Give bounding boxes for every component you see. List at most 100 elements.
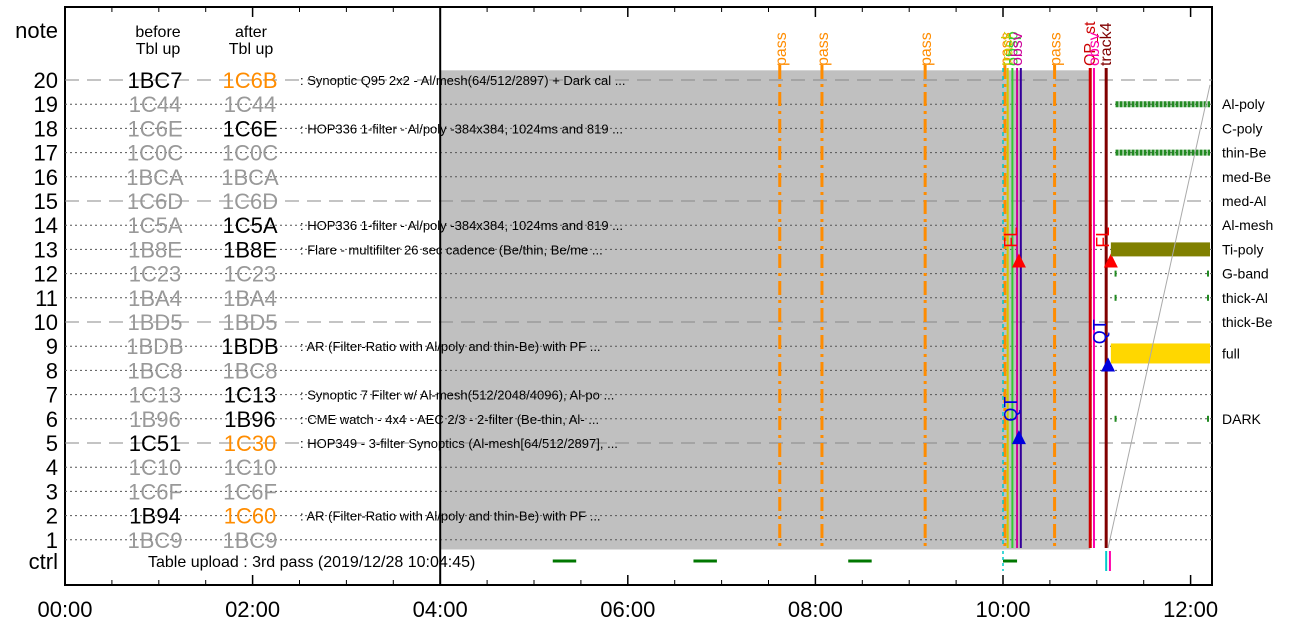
table-description: : HOP336 1-filter - Al/poly -384x384, 10… xyxy=(300,121,623,136)
before-table-id: 1BDB xyxy=(126,334,183,359)
table-description: : Synoptic 7 Filter w/ Al-mesh(512/2048/… xyxy=(300,388,614,403)
y-tick-label: 20 xyxy=(34,68,58,93)
before-table-id: 1B8E xyxy=(128,237,182,262)
before-table-id: 1BCA xyxy=(126,165,184,190)
after-table-id: 1C30 xyxy=(224,431,277,456)
y-axis-bottom-label: ctrl xyxy=(29,549,58,574)
y-axis-top-label: note xyxy=(15,18,58,43)
x-tick-label: 08:00 xyxy=(788,597,843,622)
after-table-id: 1C44 xyxy=(224,92,277,117)
after-table-id: 1BDB xyxy=(221,334,278,359)
x-tick-label: 00:00 xyxy=(37,597,92,622)
before-table-id: 1C10 xyxy=(129,455,182,480)
filter-label: thick-Al xyxy=(1222,290,1268,306)
y-tick-label: 13 xyxy=(34,237,58,262)
table-description: : AR (Filter-Ratio with Al/poly and thin… xyxy=(300,509,601,524)
filter-label: thick-Be xyxy=(1222,314,1273,330)
event-label: QT xyxy=(1001,397,1021,422)
after-table-id: 1C5A xyxy=(222,213,277,238)
y-tick-label: 3 xyxy=(46,479,58,504)
after-table-id: 1B96 xyxy=(224,407,275,432)
ctrl-note: Table upload : 3rd pass (2019/12/28 10:0… xyxy=(148,554,475,571)
before-table-id: 1C5A xyxy=(127,213,182,238)
y-tick-label: 6 xyxy=(46,407,58,432)
filter-bar xyxy=(1110,242,1210,257)
y-tick-label: 5 xyxy=(46,431,58,456)
active-program-block xyxy=(440,70,1091,550)
filter-label: G-band xyxy=(1222,266,1269,282)
after-column-header: after xyxy=(235,24,268,41)
table-description: : CME watch - 4x4 - AEC 2/3 - 2-filter (… xyxy=(300,412,599,427)
y-tick-label: 8 xyxy=(46,358,58,383)
before-table-id: 1C44 xyxy=(129,92,182,117)
after-table-id: 1C10 xyxy=(224,455,277,480)
table-description: : Synoptic Q95 2x2 - Al/mesh(64/512/2897… xyxy=(300,73,626,88)
event-label: QT xyxy=(1090,319,1110,344)
before-table-id: 1C23 xyxy=(129,262,182,287)
marker-label: obsp xyxy=(1004,31,1021,66)
table-description: : AR (Filter-Ratio with Al/poly and thin… xyxy=(300,339,601,354)
filter-label: Al-mesh xyxy=(1222,217,1273,233)
pass-label: pass xyxy=(1048,32,1065,66)
before-table-id: 1C6F xyxy=(128,479,182,504)
before-column-header: before xyxy=(135,24,180,41)
pass-label: pass xyxy=(815,32,832,66)
x-tick-label: 06:00 xyxy=(600,597,655,622)
before-table-id: 1BA4 xyxy=(128,286,182,311)
after-table-id: 1C13 xyxy=(224,383,277,408)
after-table-id: 1BD5 xyxy=(222,310,277,335)
filter-label: DARK xyxy=(1222,411,1262,427)
before-table-id: 1B96 xyxy=(129,407,180,432)
y-tick-label: 12 xyxy=(34,262,58,287)
connector-line xyxy=(1107,84,1211,549)
filter-label: med-Be xyxy=(1222,169,1271,185)
before-table-id: 1BD5 xyxy=(127,310,182,335)
y-tick-label: 14 xyxy=(34,213,58,238)
table-description: : Flare - multifilter 26 sec cadence (Be… xyxy=(300,242,603,257)
after-table-id: 1BC8 xyxy=(222,358,277,383)
after-table-id: 1C6E xyxy=(222,116,277,141)
x-tick-label: 10:00 xyxy=(975,597,1030,622)
y-tick-label: 7 xyxy=(46,383,58,408)
before-table-id: 1C51 xyxy=(129,431,182,456)
after-table-id: 1C60 xyxy=(224,504,277,529)
after-table-id: 1C6F xyxy=(223,479,277,504)
marker-label: track4 xyxy=(1098,22,1115,66)
before-table-id: 1C13 xyxy=(129,383,182,408)
after-table-id: 1C0C xyxy=(222,141,278,166)
filter-label: C-poly xyxy=(1222,120,1262,136)
after-table-id: 1BCA xyxy=(221,165,279,190)
after-table-id: 1C23 xyxy=(224,262,277,287)
y-tick-label: 19 xyxy=(34,92,58,117)
y-tick-label: 16 xyxy=(34,165,58,190)
y-tick-label: 10 xyxy=(34,310,58,335)
x-tick-label: 12:00 xyxy=(1163,597,1218,622)
event-triangle xyxy=(1011,253,1026,268)
plot-frame xyxy=(64,6,1213,586)
after-column-header: Tbl up xyxy=(229,41,274,58)
filter-label: Ti-poly xyxy=(1222,241,1264,257)
marker-label: track xyxy=(1000,30,1017,66)
pass-label: pass xyxy=(998,32,1015,66)
table-description: : HOP349 - 3-filter Synoptics (Al-mesh[6… xyxy=(300,436,618,451)
y-tick-label: 18 xyxy=(34,116,58,141)
event-label: FL xyxy=(1001,227,1021,248)
before-table-id: 1BC8 xyxy=(127,358,182,383)
x-tick-label: 02:00 xyxy=(225,597,280,622)
y-tick-label: 9 xyxy=(46,334,58,359)
marker-label: obsv xyxy=(1086,32,1103,66)
before-table-id: 1BC7 xyxy=(127,68,182,93)
before-column-header: Tbl up xyxy=(136,41,181,58)
filter-label: med-Al xyxy=(1222,193,1266,209)
filter-label: thin-Be xyxy=(1222,145,1267,161)
event-label: FL xyxy=(1093,227,1113,248)
filter-label: Al-poly xyxy=(1222,96,1265,112)
y-tick-label: 2 xyxy=(46,504,58,529)
y-tick-label: 11 xyxy=(35,286,58,311)
y-tick-label: 1 xyxy=(46,528,58,553)
before-table-id: 1C6E xyxy=(127,116,182,141)
event-triangle xyxy=(1101,357,1116,372)
x-tick-label: 04:00 xyxy=(413,597,468,622)
before-table-id: 1C0C xyxy=(127,141,183,166)
